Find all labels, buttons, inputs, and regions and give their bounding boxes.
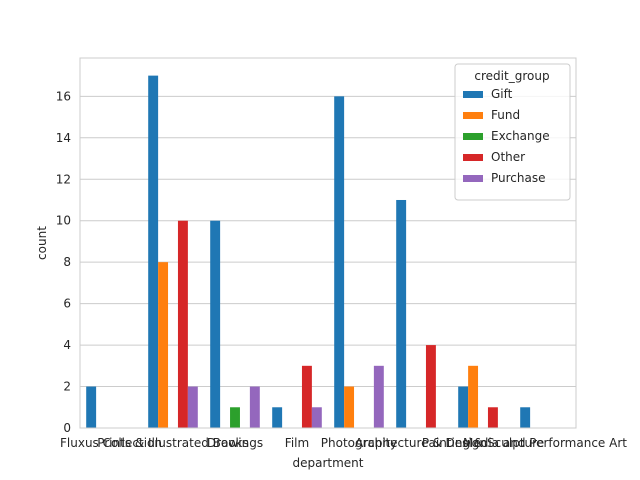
bar-other-6 <box>487 407 498 428</box>
legend-title: credit_group <box>474 69 549 83</box>
legend-swatch-fund <box>463 112 483 119</box>
legend: credit_group Gift Fund Exchange Other Purcha… <box>454 63 571 201</box>
y-tick-label: 2 <box>63 380 71 394</box>
bar-exchange-2 <box>230 407 240 428</box>
x-tick-label: Prints & Illustrated Books <box>97 436 249 450</box>
x-axis-title: department <box>293 456 364 470</box>
y-tick-label: 8 <box>63 255 71 269</box>
bar-other-1 <box>177 220 188 428</box>
legend-label-fund: Fund <box>491 108 520 122</box>
bar-gift-5 <box>396 199 407 428</box>
bar-fund-6 <box>468 365 479 428</box>
legend-label-purchase: Purchase <box>491 171 546 185</box>
bar-gift-2 <box>210 220 221 428</box>
x-tick-label: Photography <box>321 436 397 450</box>
plot-frame <box>79 57 577 429</box>
y-tick-label: 10 <box>56 214 71 228</box>
bar-other-3 <box>301 365 312 428</box>
bar-gift-0 <box>86 386 97 428</box>
bar-gift-3 <box>272 407 283 428</box>
legend-swatch-purchase <box>463 175 483 182</box>
x-tick-label: Media and Performance Art <box>463 436 627 450</box>
x-tick-label: Architecture & Design <box>355 436 487 450</box>
legend-label-exchange: Exchange <box>491 129 550 143</box>
bar-purchase-4 <box>373 365 384 428</box>
legend-label-gift: Gift <box>491 87 513 101</box>
y-tick-label: 4 <box>63 338 71 352</box>
y-tick-label: 6 <box>63 297 71 311</box>
x-tick-label: Drawings <box>207 436 263 450</box>
bar-gift-6 <box>458 386 469 428</box>
bars <box>86 75 531 428</box>
y-tick-label: 0 <box>63 421 71 435</box>
bar-purchase-1 <box>187 386 198 428</box>
bar-purchase-3 <box>311 407 322 428</box>
y-axis-title: count <box>35 226 49 260</box>
legend-items: Gift Fund Exchange Other Purchase <box>463 87 550 185</box>
y-tick-label: 12 <box>56 172 71 186</box>
legend-swatch-exchange <box>463 133 483 140</box>
legend-swatch-gift <box>463 91 483 98</box>
bar-gift-1 <box>148 75 159 428</box>
y-tick-labels: 0 2 4 6 8 10 12 14 16 <box>56 89 71 435</box>
y-tick-label: 16 <box>56 89 71 103</box>
bar-gift-7 <box>520 407 531 428</box>
bar-fund-1 <box>158 262 169 428</box>
x-tick-label: Fluxus Collection <box>60 436 162 450</box>
legend-label-other: Other <box>491 150 525 164</box>
x-tick-label: Painting & Sculpture <box>422 436 544 450</box>
legend-box <box>454 63 571 201</box>
bar-other-5 <box>425 345 436 428</box>
bar-gift-4 <box>334 96 345 428</box>
bar-fund-4 <box>344 386 355 428</box>
y-tick-label: 14 <box>56 131 71 145</box>
legend-swatch-other <box>463 154 483 161</box>
bar-purchase-2 <box>249 386 260 428</box>
x-tick-label: Film <box>285 436 309 450</box>
